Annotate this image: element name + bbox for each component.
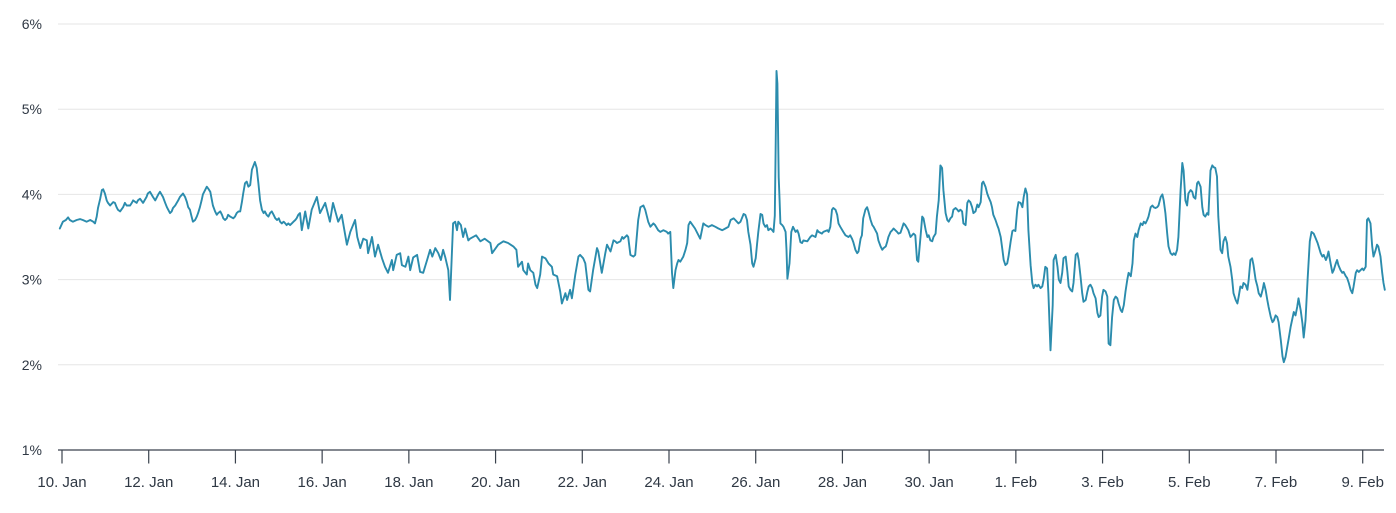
y-tick-label: 6% bbox=[22, 16, 42, 32]
x-tick-label: 9. Feb bbox=[1341, 474, 1384, 491]
x-tick-label: 30. Jan bbox=[905, 474, 954, 491]
x-tick-label: 22. Jan bbox=[558, 474, 607, 491]
x-tick-label: 26. Jan bbox=[731, 474, 780, 491]
x-tick-label: 24. Jan bbox=[644, 474, 693, 491]
x-tick-label: 20. Jan bbox=[471, 474, 520, 491]
x-tick-label: 12. Jan bbox=[124, 474, 173, 491]
y-tick-label: 5% bbox=[22, 101, 42, 117]
y-tick-label: 3% bbox=[22, 272, 42, 288]
x-tick-label: 7. Feb bbox=[1255, 474, 1298, 491]
x-tick-label: 3. Feb bbox=[1081, 474, 1124, 491]
x-tick-label: 1. Feb bbox=[995, 474, 1038, 491]
data-series-line[interactable] bbox=[58, 69, 1386, 364]
x-tick-label: 16. Jan bbox=[298, 474, 347, 491]
y-tick-label: 1% bbox=[22, 442, 42, 458]
y-tick-label: 4% bbox=[22, 186, 42, 202]
x-tick-label: 28. Jan bbox=[818, 474, 867, 491]
x-tick-label: 5. Feb bbox=[1168, 474, 1211, 491]
x-tick-label: 14. Jan bbox=[211, 474, 260, 491]
x-tick-label: 10. Jan bbox=[37, 474, 86, 491]
x-tick-label: 18. Jan bbox=[384, 474, 433, 491]
y-tick-label: 2% bbox=[22, 357, 42, 373]
